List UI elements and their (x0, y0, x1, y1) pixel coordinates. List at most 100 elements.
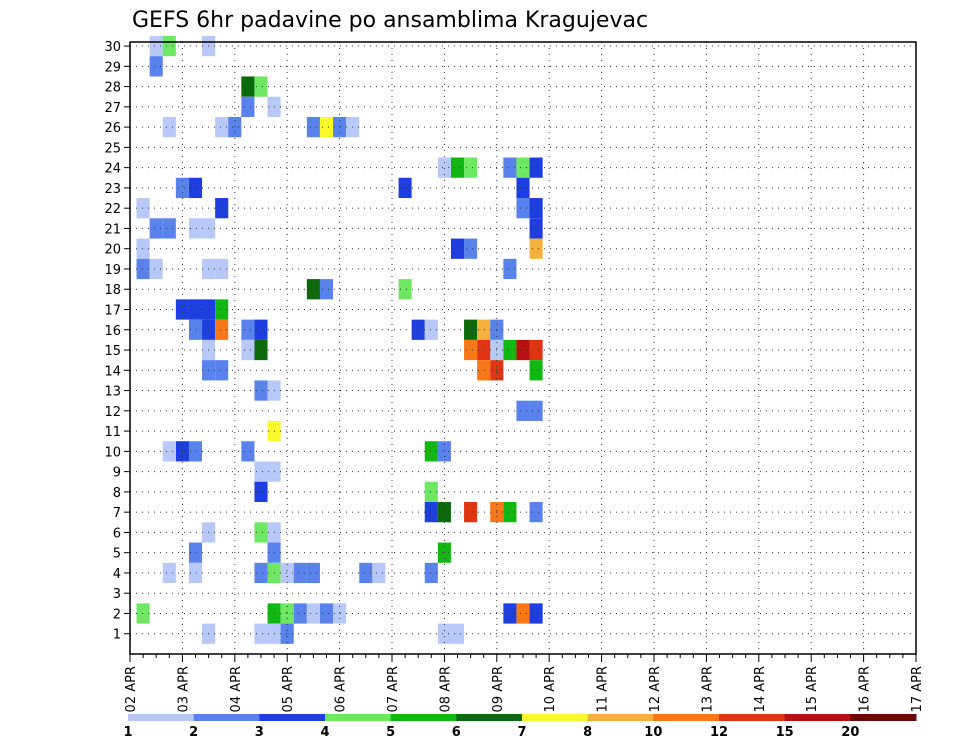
heatmap-cell (516, 400, 530, 421)
heatmap-cell (529, 339, 543, 361)
heatmap-cell (188, 441, 203, 462)
heatmap-cell (254, 319, 268, 340)
heatmap-cell (424, 319, 438, 340)
heatmap-cell (175, 177, 189, 199)
heatmap-cell (450, 623, 465, 644)
x-tick-label: 07 APR (386, 666, 401, 712)
y-tick-label: 23 (104, 182, 121, 197)
heatmap-cell (319, 603, 334, 624)
heatmap-cell (280, 562, 294, 584)
heatmap-cell (241, 441, 255, 462)
heatmap-cell (464, 339, 478, 361)
colorbar-swatch (193, 714, 260, 721)
y-tick-label: 15 (104, 344, 121, 359)
x-axis: 02 APR 03 APR 04 APR 05 APR 06 APR 07 APR 08 A… (124, 654, 925, 712)
x-tick-label: 02 APR (124, 666, 139, 712)
heatmap-cell (529, 238, 543, 259)
heatmap-cell (188, 177, 203, 199)
heatmap-cell (424, 502, 438, 523)
y-tick-label: 2 (113, 607, 121, 622)
heatmap-cell (516, 157, 530, 178)
heatmap-cell (529, 360, 543, 381)
heatmap-cell (319, 279, 334, 300)
y-axis: 1234567891011121314151617181920212223242… (104, 40, 130, 643)
y-tick-label: 26 (104, 121, 121, 136)
x-tick-label: 08 APR (438, 666, 453, 712)
x-tick-label: 11 APR (596, 666, 611, 712)
heatmap-cell (149, 56, 163, 77)
y-tick-label: 28 (104, 81, 121, 96)
x-tick-label: 10 APR (543, 666, 558, 712)
heatmap-cell (149, 258, 163, 280)
heatmap-cell (319, 116, 334, 138)
heatmap-cell (306, 279, 320, 300)
y-tick-label: 16 (104, 324, 121, 339)
x-tick-label: 15 APR (805, 666, 820, 712)
heatmap-cell (372, 562, 386, 584)
heatmap-cell (215, 258, 229, 280)
heatmap-cell (254, 380, 268, 401)
x-tick-label: 04 APR (229, 666, 244, 712)
heatmap-cell (424, 562, 438, 584)
heatmap-cell (464, 157, 478, 178)
heatmap-cell (254, 76, 268, 97)
heatmap-cell (241, 96, 255, 117)
heatmap-cell (424, 481, 438, 503)
x-tick-label: 13 APR (700, 666, 715, 712)
x-tick-label: 09 APR (491, 666, 506, 712)
y-tick-label: 29 (104, 60, 121, 75)
heatmap-cell (215, 299, 229, 320)
colorbar-swatch (128, 714, 195, 721)
heatmap-cell (149, 218, 163, 239)
heatmap-cell (398, 279, 412, 300)
heatmap-cell (306, 603, 320, 624)
y-tick-label: 8 (113, 486, 121, 501)
heatmap-cell (503, 603, 517, 624)
colorbar-label: 4 (320, 725, 329, 740)
x-tick-label: 03 APR (176, 666, 191, 712)
heatmap-cell (280, 603, 294, 624)
heatmap-cell (136, 258, 150, 280)
heatmap-cell (162, 35, 176, 57)
colorbar-swatch (522, 714, 589, 721)
heatmap-cell (306, 116, 320, 138)
y-tick-label: 12 (104, 405, 121, 420)
heatmap-cell (136, 198, 150, 219)
heatmap-cell (516, 198, 530, 219)
heatmap-cell (175, 299, 189, 320)
heatmap-cell (293, 603, 307, 624)
y-tick-label: 11 (104, 425, 121, 440)
y-tick-label: 25 (104, 141, 121, 156)
heatmap-cell (450, 157, 465, 178)
colorbar-label: 15 (776, 725, 794, 740)
heatmap-cell (254, 623, 268, 644)
heatmap-cell (228, 116, 242, 138)
heatmap-cell (529, 502, 543, 523)
x-tick-label: 05 APR (281, 666, 296, 712)
heatmap-cell (188, 562, 203, 584)
colorbar-label: 8 (583, 725, 592, 740)
heatmap-cell (503, 339, 517, 361)
heatmap-cell (188, 319, 203, 340)
heatmap-cell (162, 441, 176, 462)
heatmap-cell (529, 218, 543, 239)
heatmap-cell (516, 603, 530, 624)
heatmap-cell (136, 238, 150, 259)
heatmap-cell (215, 116, 229, 138)
colorbar-swatch (587, 714, 654, 721)
heatmap-cell (241, 319, 255, 340)
heatmap-cell (529, 157, 543, 178)
y-tick-label: 20 (104, 243, 121, 258)
heatmap-cell (162, 562, 176, 584)
heatmap-cell (450, 238, 465, 259)
colorbar-swatch (784, 714, 851, 721)
heatmap-cell (464, 502, 478, 523)
heatmap-cell (437, 157, 451, 178)
heatmap-cell (293, 562, 307, 584)
y-tick-label: 4 (113, 567, 121, 582)
heatmap-cell (529, 198, 543, 219)
heatmap-cell (333, 116, 347, 138)
y-tick-label: 1 (113, 628, 121, 643)
y-tick-label: 9 (113, 466, 121, 481)
